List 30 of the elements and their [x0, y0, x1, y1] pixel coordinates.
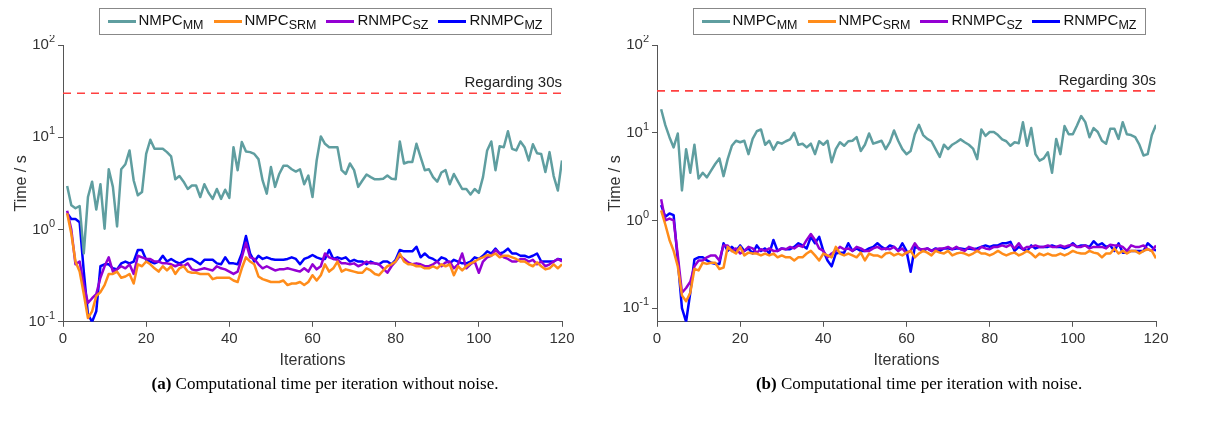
x-tick-label: 0 [652, 328, 662, 346]
legend-label: NMPC$_{SRM}$ [244, 11, 317, 32]
legend-label: RNMPC$_{SZ}$ [357, 11, 429, 32]
x-tick-label: 100 [466, 328, 492, 346]
x-tick-label: 40 [220, 328, 238, 346]
ref-line-label: Regarding 30s [1058, 70, 1156, 88]
x-tick-label: 0 [58, 328, 68, 346]
y-axis-title: Time / s [12, 155, 30, 212]
text: (b) Computational time per iteration with noise. [755, 374, 1083, 393]
x-tick-label: 20 [731, 328, 749, 346]
legend-label: RNMPC$_{MZ}$ [1063, 11, 1137, 32]
x-tick-label: 120 [549, 328, 575, 346]
x-tick-label: 100 [1060, 328, 1086, 346]
x-tick-label: 60 [898, 328, 915, 346]
legend-label: NMPC$_{MM}$ [138, 11, 204, 32]
text: (a) Computational time per iteration without noise. [151, 374, 499, 393]
x-tick-label: 60 [304, 328, 321, 346]
x-tick-label: 20 [137, 328, 155, 346]
x-axis-title: Iterations [279, 350, 346, 368]
ref-line-label: Regarding 30s [464, 72, 562, 90]
x-tick-label: 80 [387, 328, 405, 346]
legend-label: RNMPC$_{SZ}$ [951, 11, 1023, 32]
x-tick-label: 120 [1143, 328, 1169, 346]
legend-label: NMPC$_{SRM}$ [838, 11, 911, 32]
x-tick-label: 40 [814, 328, 832, 346]
x-tick-label: 80 [981, 328, 999, 346]
x-axis-title: Iterations [873, 350, 940, 368]
legend-label: NMPC$_{MM}$ [732, 11, 798, 32]
y-axis-title: Time / s [606, 155, 624, 212]
legend-label: RNMPC$_{MZ}$ [469, 11, 543, 32]
